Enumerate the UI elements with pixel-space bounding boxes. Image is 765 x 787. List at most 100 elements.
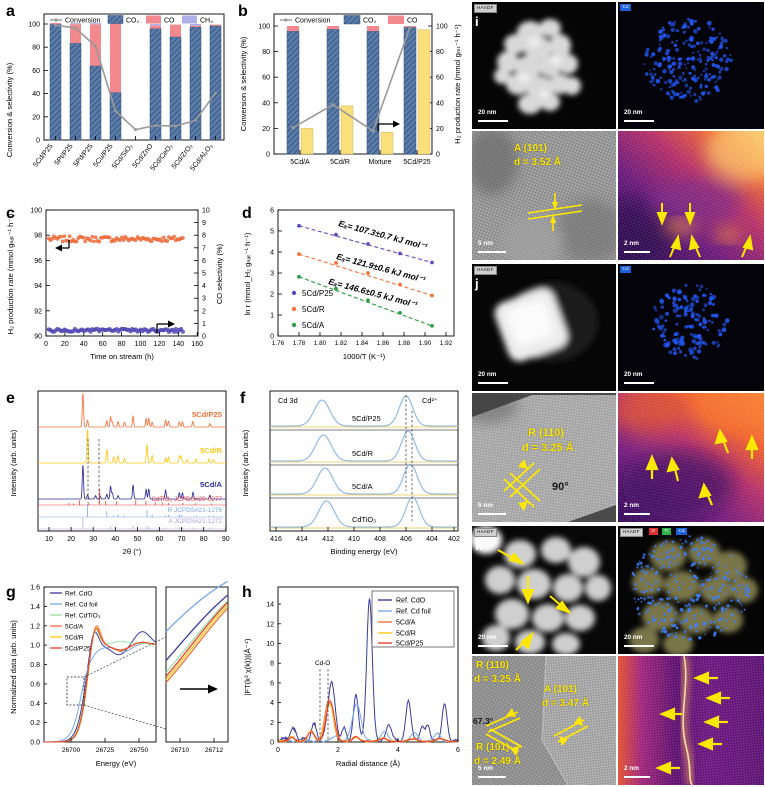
- panel-c-h2-series: [46, 234, 185, 244]
- scale-bar: [478, 120, 508, 122]
- panel-h-xlabels: 0 2 4 6: [276, 747, 460, 754]
- svg-text:3: 3: [202, 296, 206, 303]
- svg-text:90: 90: [222, 536, 230, 543]
- svg-text:1.76: 1.76: [272, 340, 285, 347]
- panel-b-label: b: [238, 3, 248, 20]
- svg-text:8: 8: [202, 233, 206, 240]
- scale-bar: [624, 776, 650, 778]
- panel-b: b Conversion & selectivity (%) H₂ produc…: [232, 0, 470, 196]
- panel-f-xlabel: Binding energy (eV): [330, 547, 398, 556]
- scale-label: 20 nm: [624, 108, 643, 116]
- svg-text:1.4: 1.4: [30, 604, 40, 611]
- svg-text:20: 20: [262, 126, 270, 133]
- panel-c-left-arrow: [55, 240, 70, 252]
- legend-conversion: Conversion: [65, 18, 101, 25]
- svg-text:6: 6: [456, 747, 460, 754]
- svg-text:94: 94: [34, 283, 42, 290]
- svg-text:14: 14: [266, 602, 274, 609]
- panel-a-xlabels: 5Cd/P25 5Pt/P25 5Pd/P25 5Cu/P25 5Cd/SiO₂…: [32, 142, 214, 172]
- haadf-badge: HAADF: [474, 4, 497, 13]
- svg-text:100: 100: [135, 341, 147, 348]
- panel-i-tile-false-color: 2 nm: [618, 131, 764, 260]
- svg-text:96: 96: [34, 258, 42, 265]
- panel-g-xanes-curves: [44, 625, 157, 743]
- svg-text:410: 410: [348, 536, 360, 543]
- panel-e-xrd-traces: [38, 393, 226, 530]
- panel-d-series-a: [297, 274, 434, 328]
- panel-e-jcpds-labels: CdTiO₃ JCPDS#29-0277 R JCPDS#21-1276 A J…: [151, 496, 222, 525]
- svg-text:4: 4: [202, 283, 206, 290]
- scale-label: 2 nm: [624, 239, 639, 247]
- scale-bar: [624, 120, 654, 122]
- svg-text:5Cd/P25: 5Cd/P25: [192, 410, 223, 419]
- panel-e-chart: Intensity (arb. units) 5Cd/P25 5Cd/R 5Cd…: [9, 390, 230, 556]
- panel-h-xticks: [277, 738, 459, 742]
- svg-text:120: 120: [154, 341, 166, 348]
- panel-a-ylabel: Conversion & selectivity (%): [5, 62, 14, 157]
- scale-bar: [624, 251, 650, 253]
- svg-text:1: 1: [202, 321, 206, 328]
- svg-text:100: 100: [436, 24, 448, 31]
- svg-text:160: 160: [191, 341, 203, 348]
- ea-p25: Eₐ= 107.3±0.7 kJ mol⁻¹: [337, 218, 428, 251]
- xlabel-3: 5Cd/P25: [403, 159, 430, 166]
- svg-text:5: 5: [202, 271, 206, 278]
- panel-f-trace-labels: 5Cd/P25 5Cd/R 5Cd/A CdTiO₃: [352, 414, 381, 524]
- lattice-angle-marks: [503, 459, 541, 511]
- panel-g-plot-frame: [43, 586, 157, 743]
- svg-text:1: 1: [270, 313, 274, 320]
- svg-text:40: 40: [32, 91, 40, 98]
- svg-text:0: 0: [36, 138, 40, 145]
- scale-bar: [478, 382, 508, 384]
- panel-i: HAADF i 20 nm Cd 20 nm: [472, 2, 764, 260]
- interface-arrows: [497, 549, 572, 651]
- panel-h-xlabel: Radial distance (Å): [336, 759, 401, 768]
- svg-text:5Cd/R: 5Cd/R: [200, 446, 222, 455]
- svg-text:Ref. Cd foil: Ref. Cd foil: [396, 608, 431, 615]
- svg-text:0.8: 0.8: [30, 662, 40, 669]
- svg-text:20: 20: [436, 126, 444, 133]
- panel-g-label: g: [6, 584, 16, 601]
- svg-text:2: 2: [336, 747, 340, 754]
- panel-f-xps-traces: [270, 395, 458, 529]
- svg-text:5Cd/A: 5Cd/A: [65, 623, 84, 630]
- svg-text:80: 80: [32, 45, 40, 52]
- svg-text:92: 92: [34, 308, 42, 315]
- legend-ch4: CH₄: [200, 18, 213, 25]
- panel-d-series-r: [297, 252, 434, 298]
- r101-plane-label: R (101): [476, 742, 510, 753]
- legend-co2: CO₂: [126, 18, 140, 25]
- svg-text:5Cd/A: 5Cd/A: [200, 480, 222, 489]
- svg-text:26725: 26725: [96, 747, 115, 754]
- scale-bar: [624, 513, 650, 515]
- panel-f-xlabels: 416 414 412 410 408 406 404 402: [270, 536, 460, 543]
- panel-a-yticks: 0 20 40 60 80 100: [28, 22, 48, 145]
- panel-f: f Intensity (arb. units) Cd 3d Cd²⁺ 5Cd/…: [232, 381, 470, 577]
- svg-text:5Cd/A: 5Cd/A: [302, 321, 325, 330]
- svg-text:0.4: 0.4: [30, 701, 40, 708]
- svg-text:5Cd/R: 5Cd/R: [352, 449, 373, 458]
- svg-text:1.88: 1.88: [398, 340, 411, 347]
- svg-text:2: 2: [270, 292, 274, 299]
- defect-arrows: [656, 203, 754, 258]
- panel-b-right-arrow: [377, 120, 400, 131]
- panel-d-ylabel: ln r (mmol_H₂ gₙₐₜ⁻¹ h⁻¹): [243, 232, 252, 315]
- svg-text:0: 0: [436, 152, 440, 159]
- svg-text:80: 80: [436, 49, 444, 56]
- k-right-measure-marks: [553, 716, 589, 746]
- svg-text:4: 4: [270, 250, 274, 257]
- panel-c-right-arrow: [156, 320, 175, 333]
- panel-g: g Normalized data (arb. units) 0.0 0.2 0…: [0, 577, 232, 787]
- panel-k-tile-hrstem-interface: R (110) d = 3.25 Å 67.3° R (101) d = 2.4…: [472, 656, 616, 785]
- interface-arrows: [655, 671, 730, 775]
- panel-g-chart: Normalized data (arb. units) 0.0 0.2 0.4…: [9, 580, 229, 768]
- k-left-measure-marks: [485, 708, 523, 756]
- panel-d-chart: ln r (mmol_H₂ gₙₐₜ⁻¹ h⁻¹) 0 1 2 3 4 5 6: [243, 208, 455, 361]
- scale-label: 20 nm: [478, 370, 497, 378]
- panel-g-connector-top: [83, 636, 167, 678]
- svg-text:60: 60: [262, 75, 270, 82]
- svg-text:5: 5: [270, 229, 274, 236]
- panel-a-chart: Conversion & selectivity (%) 0 20 40 60 …: [5, 13, 225, 172]
- panel-g-legend: Ref. CdO Ref. Cd foil Ref. CdTiO₃ 5Cd/A …: [50, 590, 101, 652]
